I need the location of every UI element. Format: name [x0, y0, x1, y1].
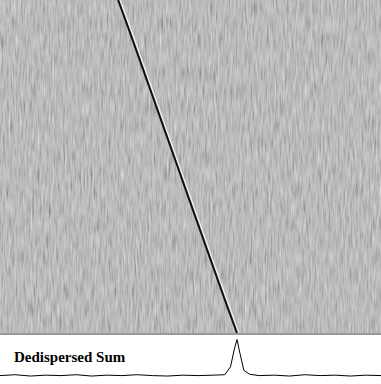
panel-title: Dedispersed Sum — [14, 349, 126, 365]
dispersed-sweep — [118, 0, 237, 333]
background — [0, 0, 381, 333]
panel-divider — [0, 334, 381, 335]
sum-line — [0, 340, 381, 377]
sweep-highlight — [120, 0, 239, 333]
figure: Dedispersed Sum — [0, 0, 381, 384]
waterfall-panel — [0, 0, 381, 333]
sum-background — [0, 333, 381, 384]
sweep-group — [118, 0, 239, 333]
noise-texture — [0, 0, 381, 333]
sum-group — [0, 340, 381, 377]
